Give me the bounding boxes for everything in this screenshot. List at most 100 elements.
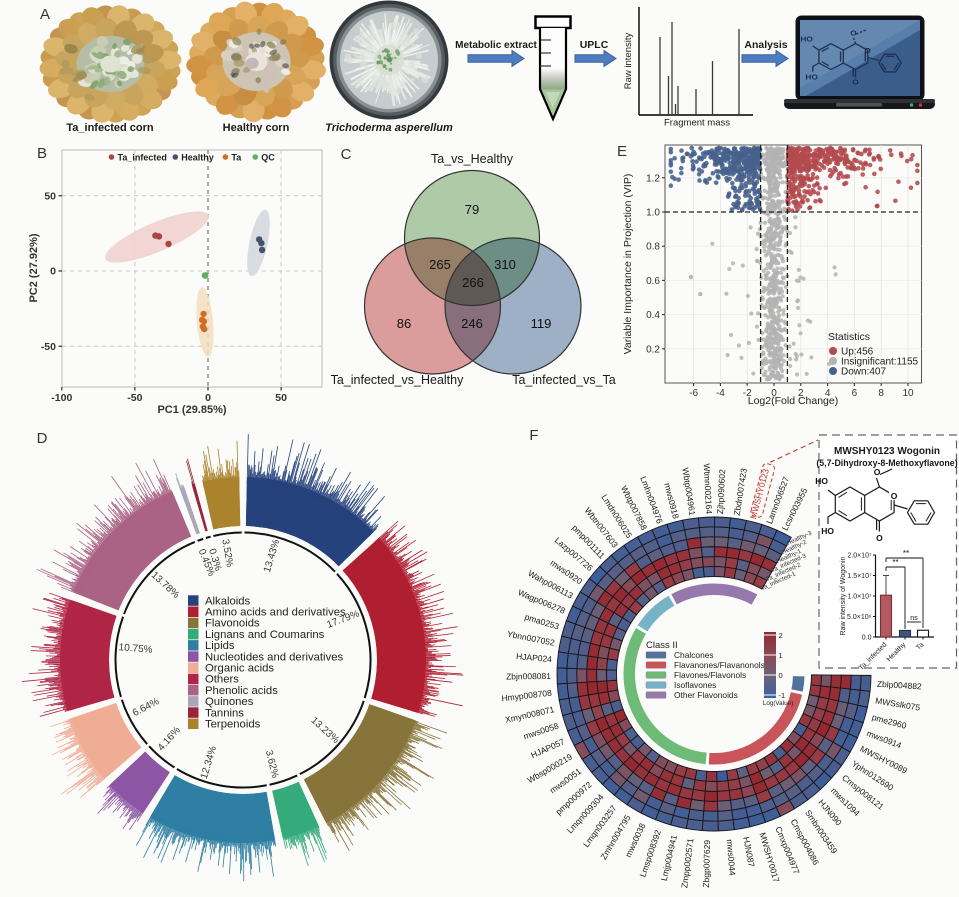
svg-text:0.4: 0.4 (646, 310, 660, 321)
svg-text:Metabolic extract: Metabolic extract (455, 40, 537, 51)
svg-text:-50: -50 (127, 392, 142, 404)
svg-text:Log(Value): Log(Value) (763, 700, 793, 707)
svg-text:HJAP024: HJAP024 (516, 651, 553, 664)
svg-text:HO: HO (821, 526, 834, 536)
svg-text:Class II: Class II (646, 640, 678, 651)
svg-text:Down:407: Down:407 (841, 367, 886, 378)
svg-text:Wtmn002164: Wtmn002164 (702, 463, 714, 514)
svg-text:Analysis: Analysis (744, 39, 787, 51)
svg-text:C: C (341, 146, 352, 163)
svg-text:Statistics: Statistics (828, 331, 870, 343)
svg-text:Up:456: Up:456 (841, 347, 874, 358)
svg-text:0.0: 0.0 (862, 635, 872, 642)
svg-text:Lignans and Coumarins: Lignans and Coumarins (205, 629, 325, 641)
svg-text:F: F (529, 427, 538, 444)
svg-text:10: 10 (902, 388, 914, 399)
svg-text:Zbgp007629: Zbgp007629 (701, 839, 712, 887)
svg-text:50: 50 (275, 392, 287, 404)
svg-text:Ta_infected_vs_Ta: Ta_infected_vs_Ta (512, 373, 616, 387)
svg-text:Flavanones/Flavanonols: Flavanones/Flavanonols (674, 660, 765, 670)
svg-text:266: 266 (462, 275, 484, 290)
svg-text:2: 2 (798, 388, 804, 399)
svg-text:E: E (617, 143, 627, 160)
svg-text:Fragment mass: Fragment mass (664, 118, 730, 129)
svg-text:MWSHY0123 Wogonin: MWSHY0123 Wogonin (834, 446, 940, 457)
svg-text:246: 246 (461, 316, 483, 331)
svg-text:Flavones/Flavonols: Flavones/Flavonols (674, 670, 746, 680)
svg-text:6: 6 (852, 388, 858, 399)
svg-text:Ta_infected: Ta_infected (118, 153, 167, 163)
svg-text:Nucleotides and derivatives: Nucleotides and derivatives (205, 651, 344, 663)
svg-text:-1: -1 (779, 691, 786, 700)
svg-text:Others: Others (205, 674, 239, 686)
svg-text:Raw intensity of Wogonin: Raw intensity of Wogonin (840, 556, 847, 635)
svg-text:Log2(Fold Change): Log2(Fold Change) (748, 395, 838, 407)
svg-text:-2: -2 (743, 388, 752, 399)
svg-text:Amino acids and derivatives: Amino acids and derivatives (205, 607, 346, 619)
svg-text:Raw intensity: Raw intensity (623, 33, 634, 90)
svg-text:Lipids: Lipids (205, 640, 235, 652)
svg-text:D: D (37, 430, 48, 447)
svg-text:HO: HO (815, 476, 828, 486)
svg-text:2.0×10⁷: 2.0×10⁷ (847, 553, 872, 560)
svg-text:-6: -6 (689, 388, 698, 399)
svg-text:PC1 (29.85%): PC1 (29.85%) (157, 404, 226, 416)
svg-text:(5,7-Dihydroxy-8-Methoxyflavon: (5,7-Dihydroxy-8-Methoxyflavone) (816, 458, 957, 468)
svg-text:mws0044: mws0044 (725, 839, 738, 876)
svg-text:119: 119 (531, 316, 552, 331)
svg-text:0.8: 0.8 (646, 242, 660, 253)
svg-text:1.0×10⁷: 1.0×10⁷ (847, 594, 872, 601)
svg-text:3.52%: 3.52% (219, 538, 235, 568)
svg-text:-4: -4 (716, 388, 725, 399)
svg-text:1.5×10⁷: 1.5×10⁷ (847, 573, 872, 580)
svg-text:Insignificant:1155: Insignificant:1155 (841, 357, 919, 368)
svg-text:1: 1 (779, 651, 783, 660)
svg-text:**: ** (892, 558, 898, 567)
svg-text:265: 265 (429, 257, 451, 272)
svg-text:10.75%: 10.75% (118, 642, 153, 656)
svg-text:8: 8 (878, 388, 884, 399)
svg-text:0: 0 (779, 671, 783, 680)
svg-text:1.2: 1.2 (646, 173, 660, 184)
svg-text:QC: QC (261, 153, 275, 163)
svg-text:B: B (37, 145, 47, 162)
svg-text:O: O (891, 491, 898, 501)
svg-text:Tannins: Tannins (205, 707, 244, 719)
svg-text:Zblp004882: Zblp004882 (877, 679, 923, 692)
svg-text:Zjhp090602: Zjhp090602 (715, 469, 727, 515)
svg-text:Ta: Ta (915, 641, 925, 651)
svg-text:ns: ns (910, 615, 918, 622)
svg-text:Flavonoids: Flavonoids (205, 618, 260, 630)
svg-text:50: 50 (44, 190, 56, 202)
svg-text:86: 86 (397, 316, 411, 331)
svg-text:PC2 (27.92%): PC2 (27.92%) (28, 233, 40, 302)
svg-text:Ta_infected_vs_Healthy: Ta_infected_vs_Healthy (331, 373, 464, 387)
svg-text:Quinones: Quinones (205, 696, 254, 708)
svg-text:Terpenoids: Terpenoids (205, 719, 261, 731)
svg-text:Ta_vs_Healthy: Ta_vs_Healthy (431, 152, 514, 166)
svg-text:O: O (850, 29, 856, 38)
svg-text:Variable Importance in Proj: Variable Importance in Projection (VIP) (622, 174, 634, 355)
svg-text:0.6: 0.6 (646, 276, 660, 287)
svg-text:0.2: 0.2 (646, 344, 660, 355)
svg-text:Ta_infected corn: Ta_infected corn (66, 122, 153, 134)
svg-text:310: 310 (494, 257, 516, 272)
svg-text:**: ** (903, 549, 909, 558)
svg-text:0: 0 (50, 266, 56, 278)
svg-text:O: O (874, 467, 881, 477)
svg-text:79: 79 (465, 202, 479, 217)
svg-text:2: 2 (779, 631, 783, 640)
svg-text:O: O (876, 533, 883, 543)
svg-text:Phenolic acids: Phenolic acids (205, 685, 278, 697)
svg-text:HO: HO (805, 73, 817, 82)
svg-text:UPLC: UPLC (580, 39, 609, 51)
svg-text:-50: -50 (41, 341, 56, 353)
svg-text:5.0×10⁶: 5.0×10⁶ (847, 614, 872, 621)
svg-text:Healthy: Healthy (181, 153, 214, 163)
svg-text:Healthy corn: Healthy corn (223, 122, 290, 134)
svg-text:Ta: Ta (231, 153, 242, 163)
svg-text:Isoflavones: Isoflavones (674, 680, 716, 690)
svg-text:0: 0 (205, 392, 211, 404)
svg-text:A: A (40, 6, 50, 23)
svg-text:Zbjn008081: Zbjn008081 (506, 671, 551, 682)
